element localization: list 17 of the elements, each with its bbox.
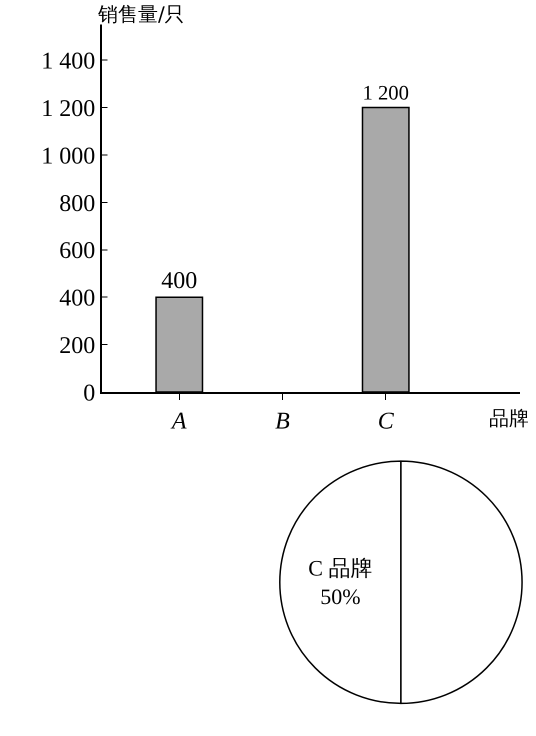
data-label: 50% [320,584,361,610]
y-tick-label: 600 [59,238,96,264]
x-tick-label: C [378,408,395,435]
y-tick-label: 400 [59,286,96,312]
x-tick-label: A [170,408,187,435]
y-axis-title: 销售量/只 [97,2,185,26]
y-tick-label: 1 000 [41,143,96,170]
y-tick-label: 800 [59,190,96,217]
y-tick-label: 0 [83,380,96,406]
y-tick-label: 1 200 [41,96,96,122]
data-label: 1 200 [362,82,409,104]
data-label: 400 [161,268,198,294]
y-tick-label: 1 400 [41,48,96,75]
x-axis-title: 品牌 [489,406,529,430]
y-tick-label: 200 [59,333,96,360]
x-tick-label: B [275,408,290,435]
slice-label: C 品牌 [308,555,372,580]
